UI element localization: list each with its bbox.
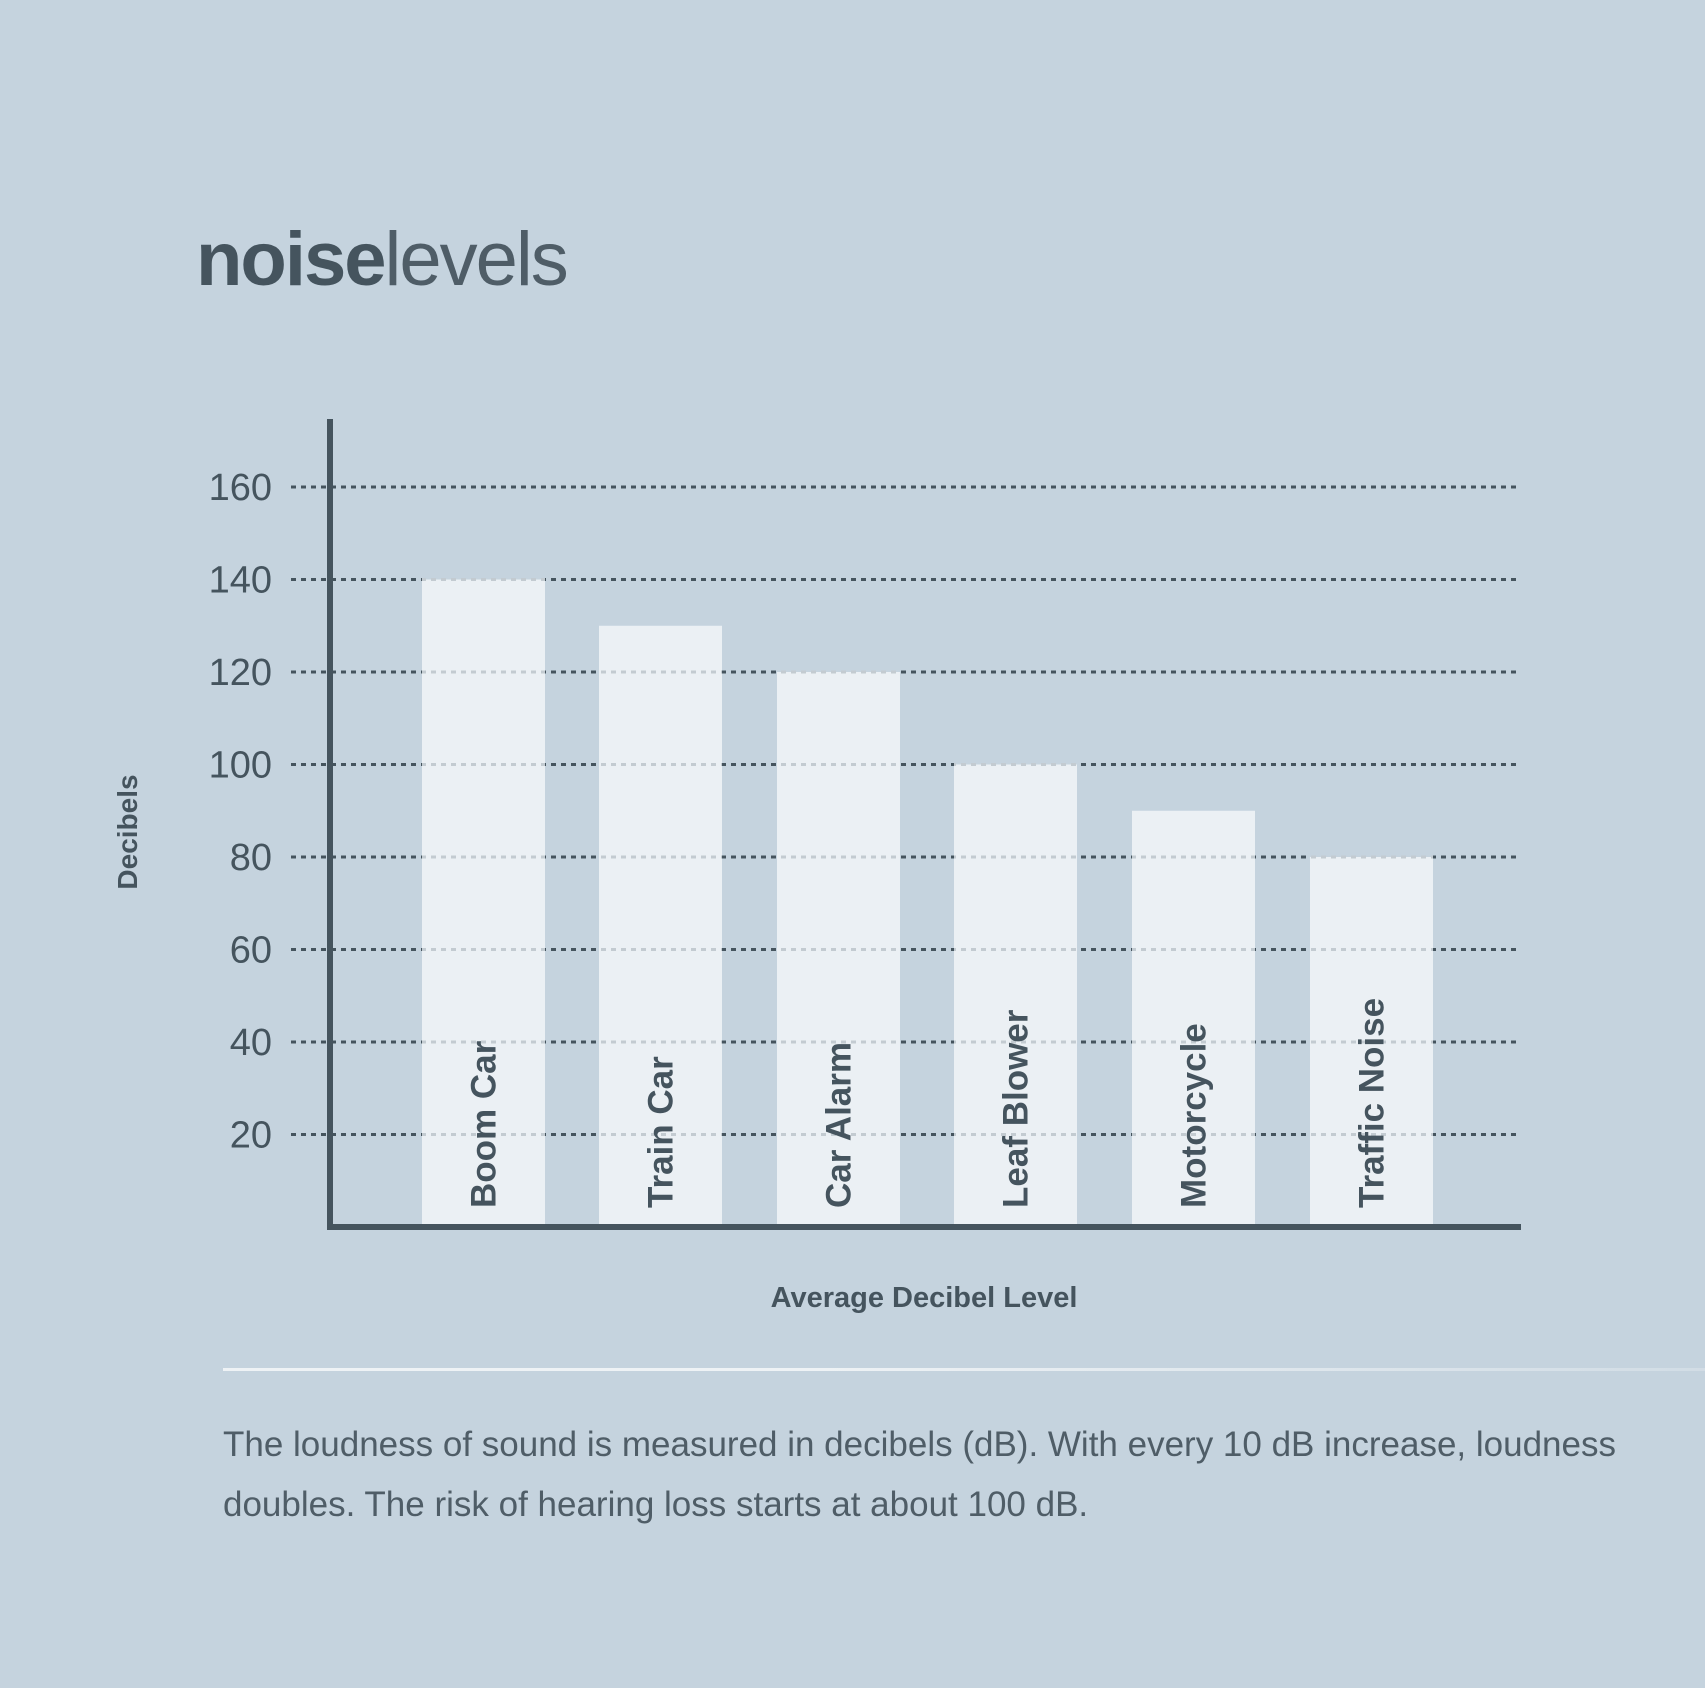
y-tick-label-40: 40 [230, 1022, 272, 1064]
bar-train-car [599, 625, 722, 1227]
y-tick-label-120: 120 [209, 652, 272, 694]
bar-label: Traffic Noise [1353, 998, 1392, 1208]
y-tick-label-80: 80 [230, 837, 272, 879]
title-light: levels [384, 217, 569, 302]
title-bold: noise [196, 217, 386, 302]
bar-label: Motorcycle [1175, 1023, 1214, 1208]
bar-label: Car Alarm [820, 1042, 859, 1208]
chart-title: noiselevels [196, 222, 569, 298]
y-axis-label: Decibels [112, 774, 143, 889]
caption: The loudness of sound is measured in dec… [223, 1425, 1616, 1524]
x-axis-label: Average Decibel Level [771, 1282, 1078, 1314]
y-tick-label-60: 60 [230, 930, 272, 972]
bar-label: Boom Car [465, 1040, 504, 1208]
bar-boom-car [422, 579, 545, 1227]
divider [223, 1368, 1705, 1371]
y-tick-label-160: 160 [209, 467, 272, 509]
bar-motorcycle [1132, 810, 1255, 1227]
y-tick-label-100: 100 [209, 745, 272, 787]
bar-leaf-blower [954, 764, 1077, 1227]
bar-label: Leaf Blower [997, 1009, 1036, 1208]
y-tick-label-140: 140 [209, 560, 272, 602]
bar-label: Train Car [642, 1056, 681, 1208]
bar-car-alarm [777, 672, 900, 1227]
y-tick-label-20: 20 [230, 1115, 272, 1157]
